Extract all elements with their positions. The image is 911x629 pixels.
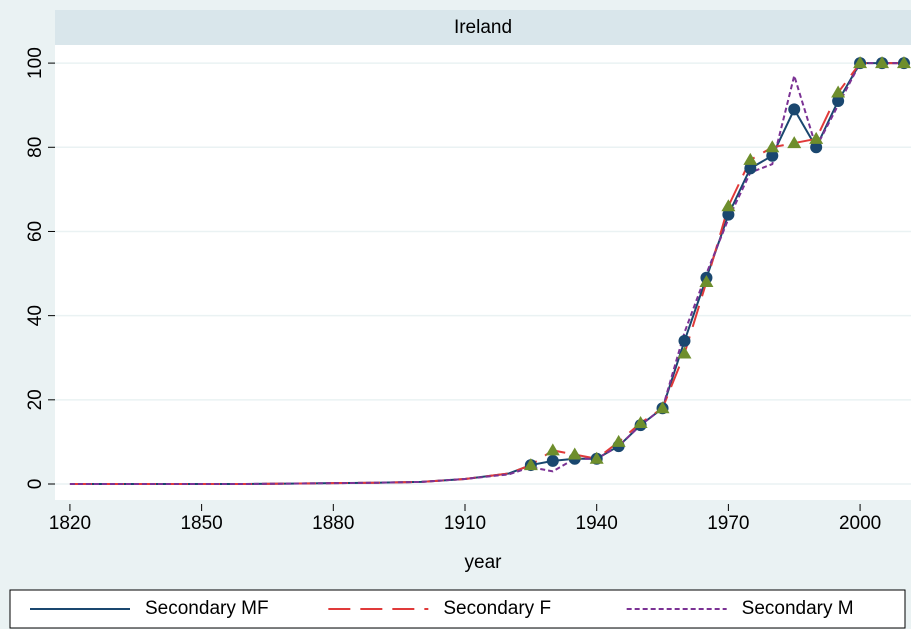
marker (721, 199, 736, 212)
marker (896, 56, 911, 69)
title-band (55, 10, 911, 45)
y-tick-label: 20 (25, 389, 46, 410)
marker (743, 152, 758, 165)
x-tick-label: 1850 (180, 513, 222, 534)
marker (810, 141, 823, 154)
marker (766, 149, 779, 162)
marker (765, 140, 780, 153)
legend (9, 589, 906, 629)
legend-label: Secondary MF (145, 598, 269, 619)
marker (809, 131, 824, 144)
marker (831, 85, 846, 98)
marker (875, 56, 890, 69)
marker (787, 136, 802, 149)
x-tick-label: 1910 (444, 513, 486, 534)
marker (699, 274, 714, 287)
marker (722, 208, 735, 221)
x-axis-label: year (465, 552, 503, 573)
legend-label: Secondary M (742, 598, 854, 619)
marker (677, 346, 692, 359)
marker (589, 451, 604, 464)
marker (788, 103, 801, 116)
legend-label: Secondary F (443, 598, 551, 619)
plot-area (55, 45, 911, 500)
marker (567, 447, 582, 460)
marker (678, 334, 691, 347)
y-tick-label: 60 (25, 221, 46, 242)
x-tick-label: 1880 (312, 513, 354, 534)
marker (546, 454, 559, 467)
marker (545, 443, 560, 456)
chart-title: Ireland (454, 17, 512, 38)
marker (655, 401, 670, 414)
marker (744, 162, 757, 175)
marker (611, 434, 626, 447)
x-tick-label: 1940 (576, 513, 618, 534)
x-tick-label: 2000 (839, 513, 881, 534)
marker (523, 458, 538, 471)
marker (832, 94, 845, 107)
y-tick-label: 80 (25, 137, 46, 158)
x-tick-label: 1970 (707, 513, 749, 534)
y-tick-label: 100 (25, 47, 46, 79)
marker (853, 56, 868, 69)
marker (633, 415, 648, 428)
y-tick-label: 40 (25, 305, 46, 326)
y-tick-label: 0 (25, 479, 46, 490)
x-tick-label: 1820 (49, 513, 91, 534)
